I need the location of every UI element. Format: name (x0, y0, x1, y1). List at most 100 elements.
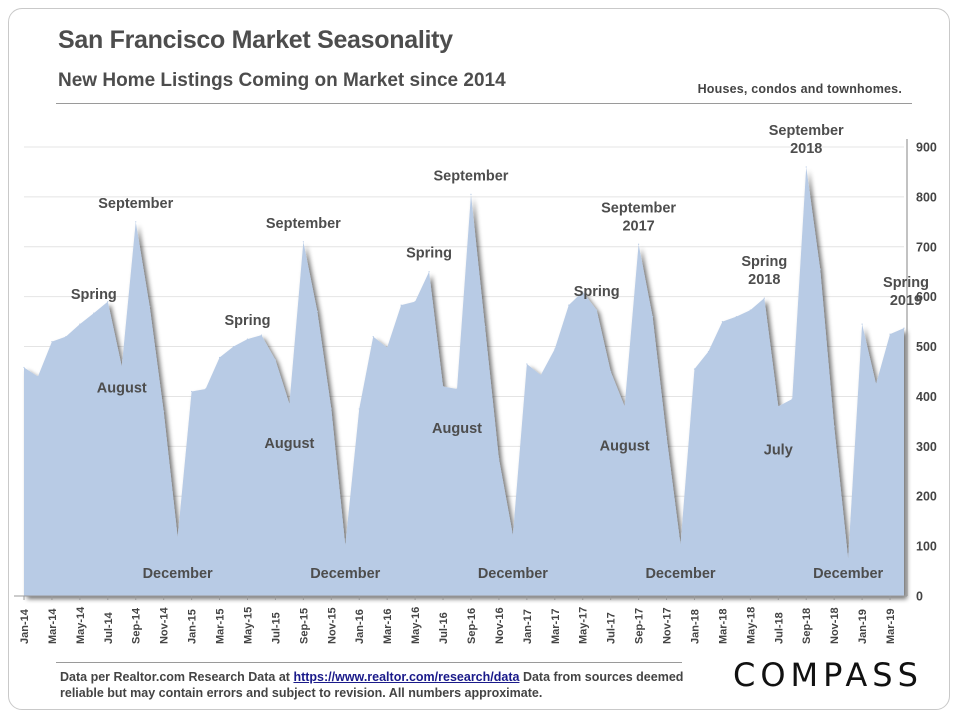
data-point (484, 326, 486, 328)
annotation-label: August (600, 438, 650, 454)
data-point (65, 335, 67, 338)
x-tick-label: Jan-16 (354, 609, 366, 644)
data-point (777, 405, 779, 408)
x-tick-label: May-16 (410, 607, 422, 644)
annotation-label: Spring (574, 284, 620, 300)
y-tick-label: 400 (916, 390, 937, 404)
page-title: San Francisco Market Seasonality (58, 26, 453, 54)
annotation-label: 2018 (790, 141, 822, 157)
data-point (610, 370, 612, 373)
annotation-label: August (264, 436, 314, 452)
x-tick-label: Jul-14 (103, 611, 115, 644)
data-point (498, 458, 500, 460)
data-point (428, 271, 430, 273)
x-tick-label: Sep-18 (801, 608, 813, 644)
x-tick-label: Mar-18 (717, 609, 729, 644)
data-point (37, 375, 39, 378)
source-link[interactable]: https://www.realtor.com/research/data (293, 670, 520, 684)
x-tick-label: Mar-16 (382, 609, 394, 644)
annotation-label: December (813, 566, 883, 582)
data-point (260, 334, 263, 336)
x-tick-label: Jan-17 (522, 609, 534, 644)
data-point (665, 435, 668, 437)
annotation-label: Spring (883, 275, 929, 291)
data-point (749, 309, 751, 311)
data-point (875, 383, 877, 385)
data-point (582, 291, 584, 293)
data-point (246, 338, 249, 340)
data-point (414, 301, 416, 303)
data-point (23, 366, 25, 369)
x-tick-label: Sep-14 (131, 607, 143, 644)
data-point (847, 557, 849, 560)
x-tick-label: May-17 (578, 607, 590, 644)
compass-logo: COMPASS (733, 656, 923, 694)
annotation-label: September (769, 123, 844, 139)
x-tick-label: Sep-17 (634, 608, 646, 644)
x-tick-label: Mar-15 (215, 609, 227, 644)
annotation-label: 2017 (622, 218, 654, 234)
x-tick-label: Mar-17 (550, 609, 562, 644)
y-tick-label: 300 (916, 440, 937, 454)
data-point (372, 335, 374, 338)
data-point (679, 544, 682, 546)
source-prefix: Data per Realtor.com Research Data at (60, 670, 290, 684)
annotation-label: 2019 (890, 293, 922, 309)
annotation-label: September (98, 196, 173, 212)
data-point (135, 221, 137, 223)
data-point (93, 312, 95, 314)
x-tick-label: Sep-15 (298, 608, 310, 644)
data-point (288, 403, 290, 405)
footer-divider (56, 662, 682, 663)
data-point (149, 306, 151, 308)
data-point (218, 356, 221, 359)
data-point (456, 388, 458, 390)
x-tick-label: Nov-18 (829, 607, 841, 644)
area-fill (24, 166, 904, 596)
data-point (274, 359, 277, 361)
y-tick-label: 0 (916, 590, 923, 604)
annotation-label: 2018 (748, 272, 780, 288)
data-point (512, 534, 514, 536)
data-point (707, 350, 710, 353)
source-suffix: Data from sources deemed reliable but ma… (60, 670, 684, 700)
x-tick-label: Jan-15 (187, 609, 199, 644)
annotations: Spring August September December Spring Augus… (71, 123, 929, 582)
page-subtitle: New Home Listings Coming on Market since… (58, 70, 506, 91)
x-tick-label: May-14 (75, 606, 87, 644)
data-point (51, 340, 53, 343)
data-point (316, 311, 318, 313)
y-tick-label: 700 (916, 240, 937, 254)
data-point (763, 297, 765, 299)
annotation-label: August (432, 421, 482, 437)
data-point (400, 304, 402, 306)
slide-frame (8, 8, 950, 710)
x-tick-label: May-15 (242, 607, 254, 644)
data-point (819, 268, 821, 270)
area-series (23, 166, 905, 596)
annotation-label: December (310, 566, 380, 582)
data-point (177, 536, 179, 538)
scope-note: Houses, condos and townhomes. (697, 82, 902, 96)
x-tick-label: Jul-16 (438, 612, 450, 644)
data-point (330, 408, 332, 410)
y-tick-label: 200 (916, 490, 937, 504)
annotation-label: December (645, 566, 715, 582)
data-point (540, 374, 542, 376)
annotation-label: Spring (406, 246, 452, 262)
source-note: Data per Realtor.com Research Data at ht… (60, 669, 700, 701)
data-point (191, 390, 193, 393)
data-point (903, 327, 905, 329)
x-tick-label: Jan-19 (857, 609, 869, 644)
y-tick-label: 900 (916, 141, 937, 155)
x-tick-label: Jul-18 (773, 612, 785, 644)
x-tick-label: Nov-15 (326, 607, 338, 644)
data-point (791, 398, 793, 400)
annotation-label: September (601, 200, 676, 216)
annotation-label: December (478, 566, 548, 582)
x-tick-label: Jan-14 (19, 608, 31, 644)
x-tick-label: Sep-16 (466, 608, 478, 644)
x-tick-label: Mar-14 (47, 608, 59, 644)
data-point (386, 346, 388, 349)
data-point (568, 304, 570, 306)
